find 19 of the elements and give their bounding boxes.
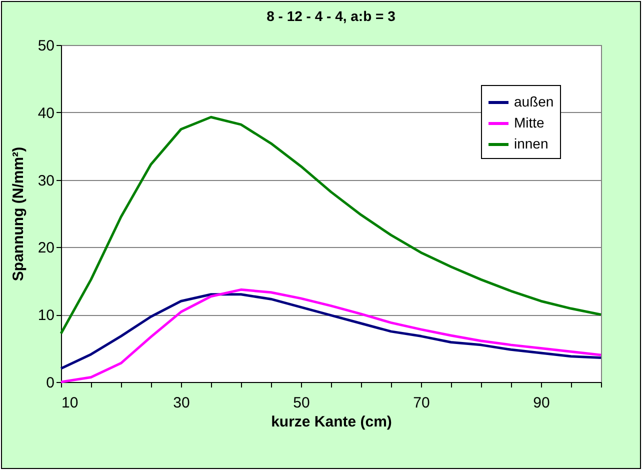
y-tick-label: 50 [38, 38, 54, 54]
legend-label: Mitte [514, 114, 545, 130]
chart-title: 8 - 12 - 4 - 4, a:b = 3 [266, 8, 396, 24]
x-tick-label: 10 [62, 394, 78, 412]
line-series [60, 116, 602, 335]
x-tick-label: 90 [533, 394, 550, 412]
y-tick-label: 30 [38, 172, 54, 190]
x-tick-label: 70 [413, 394, 430, 412]
y-tick-label: 0 [46, 374, 54, 392]
y-tick-label: 20 [38, 240, 54, 257]
x-axis-title: kurze Kante (cm) [271, 414, 392, 430]
y-axis-title: Spannung (N/mm²) [10, 146, 27, 282]
line-series [60, 293, 602, 370]
legend-label: innen [514, 136, 548, 152]
x-tick-label: 50 [293, 394, 310, 412]
y-tick-label: 40 [38, 104, 54, 122]
y-tick-label: 10 [38, 307, 54, 324]
legend-label: außen [514, 94, 554, 110]
x-tick-label: 30 [173, 394, 190, 412]
